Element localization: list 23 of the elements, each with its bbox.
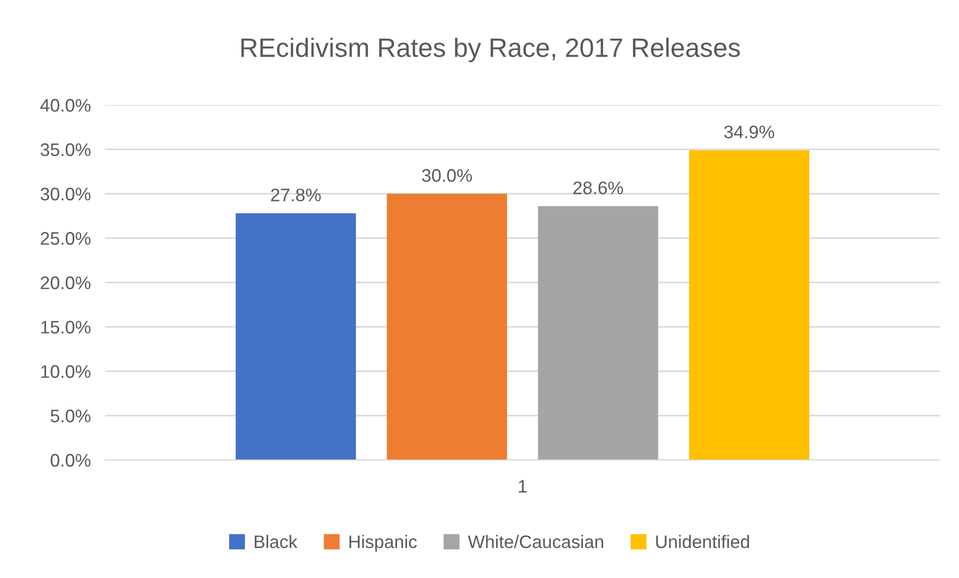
bar <box>386 194 508 460</box>
data-label: 27.8% <box>271 188 321 202</box>
y-tick-label: 35.0% <box>40 143 90 156</box>
y-tick-label: 15.0% <box>41 320 90 334</box>
bar <box>538 206 658 460</box>
y-tick-label: 10.0% <box>41 365 90 378</box>
y-tick-label: 20.0% <box>40 276 90 290</box>
y-tick-label: 25.0% <box>40 232 90 245</box>
legend-label: Black <box>254 534 298 548</box>
legend-label: Hispanic <box>349 534 417 552</box>
y-tick-label: 40.0% <box>40 98 90 112</box>
x-tick-label: 1 <box>518 480 527 493</box>
y-tick-label: 5.0% <box>50 410 90 422</box>
bar <box>236 213 356 460</box>
data-label: 30.0% <box>422 169 472 182</box>
data-label: 34.9% <box>724 126 774 138</box>
y-tick-label: 30.0% <box>40 188 90 200</box>
bar <box>689 150 810 460</box>
y-tick-label: 0.0% <box>50 454 90 467</box>
data-label: 28.6% <box>573 181 624 194</box>
legend-label: White/Caucasian <box>468 534 604 548</box>
legend-label: Unidentified <box>656 534 750 548</box>
chart-title: REcidivism Rates by Race, 2017 Releases <box>241 38 740 62</box>
